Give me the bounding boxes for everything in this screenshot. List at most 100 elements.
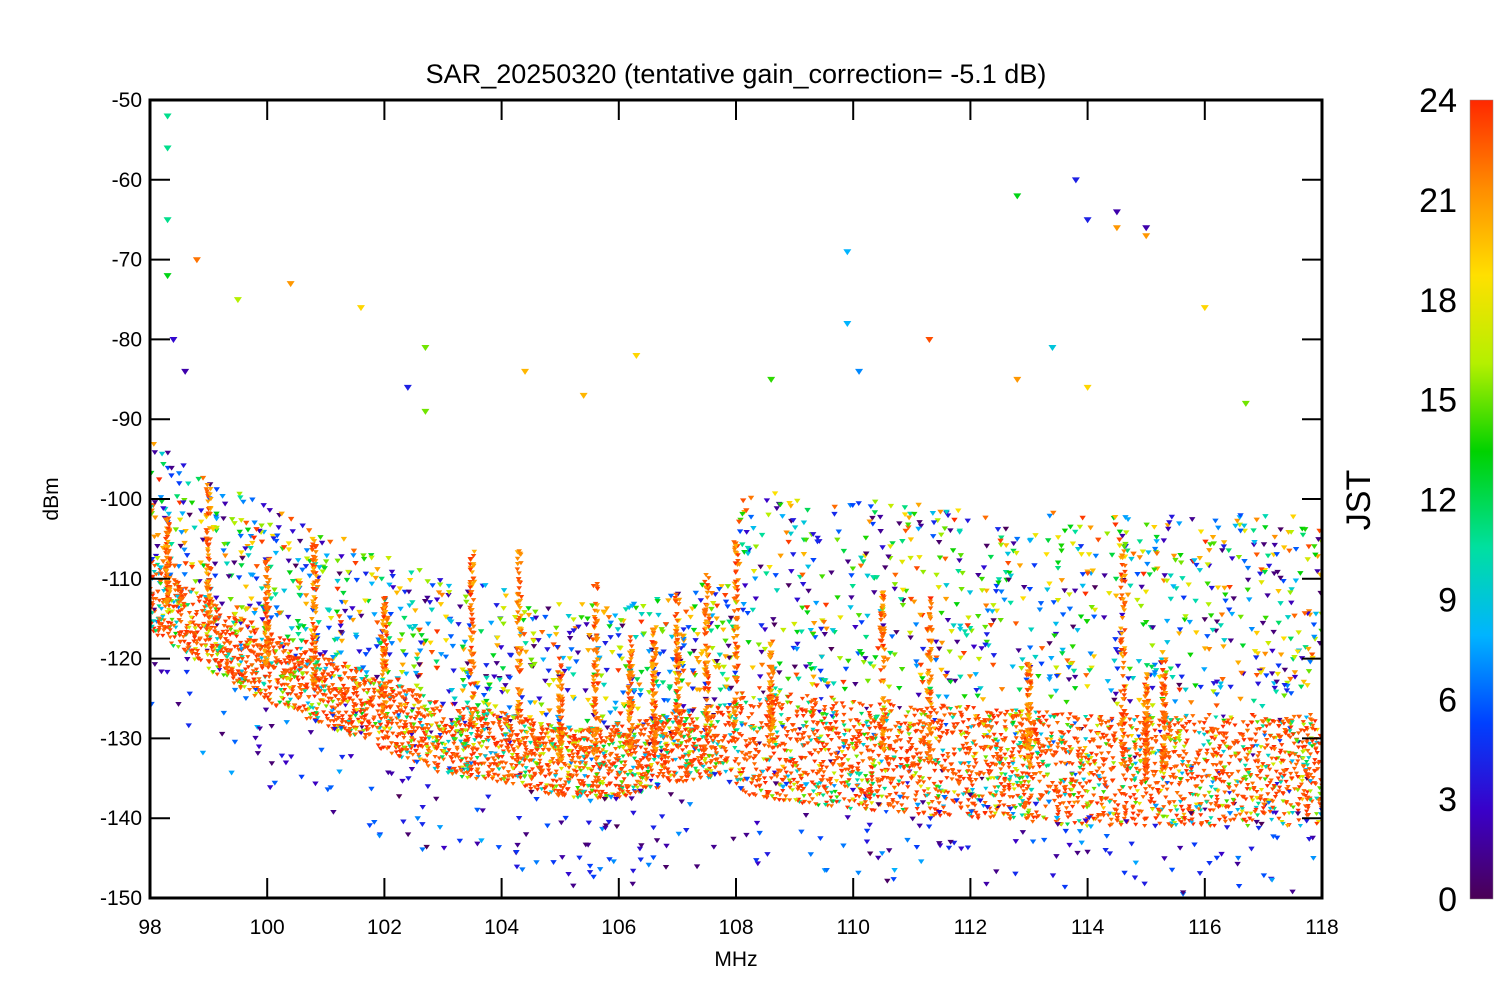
- data-point: [1133, 801, 1139, 805]
- data-point: [1062, 761, 1068, 766]
- data-point: [854, 729, 860, 734]
- data-point: [336, 674, 343, 679]
- data-point: [256, 653, 262, 658]
- data-point: [187, 630, 193, 635]
- data-point: [411, 703, 417, 708]
- data-point: [1199, 775, 1205, 780]
- data-point: [1036, 710, 1042, 715]
- data-point: [909, 745, 915, 750]
- data-point: [1260, 724, 1266, 729]
- data-point: [1233, 813, 1239, 818]
- data-point: [496, 745, 502, 750]
- data-point: [304, 671, 310, 676]
- data-point: [685, 733, 691, 738]
- data-point: [867, 713, 873, 718]
- data-point: [994, 807, 1000, 812]
- data-point: [685, 753, 692, 758]
- data-point: [1272, 795, 1278, 799]
- data-point: [1077, 781, 1083, 786]
- data-point: [593, 793, 599, 798]
- data-point: [596, 789, 602, 794]
- data-point: [327, 719, 333, 724]
- data-point: [1016, 776, 1023, 781]
- data-point: [1264, 774, 1270, 779]
- data-point: [998, 748, 1004, 753]
- data-point: [951, 752, 958, 757]
- data-point: [965, 704, 971, 709]
- data-point: [1178, 804, 1184, 809]
- data-point: [832, 789, 838, 794]
- data-point: [1251, 714, 1257, 719]
- data-point: [900, 792, 907, 797]
- data-point: [867, 796, 873, 801]
- data-point: [1065, 717, 1071, 722]
- data-point: [475, 727, 481, 731]
- data-point: [1311, 742, 1318, 747]
- data-point: [900, 808, 906, 812]
- data-point: [1278, 761, 1284, 765]
- data-point: [944, 732, 950, 736]
- data-point: [1067, 794, 1073, 799]
- data-point: [1142, 773, 1148, 778]
- data-point: [811, 732, 818, 737]
- data-point: [1024, 775, 1030, 780]
- data-point: [475, 762, 482, 767]
- data-point: [1037, 771, 1043, 775]
- data-point: [1061, 785, 1067, 790]
- data-point: [690, 777, 697, 782]
- data-point: [1175, 718, 1181, 723]
- data-point: [167, 628, 173, 633]
- data-point: [343, 710, 349, 715]
- data-point: [662, 747, 668, 752]
- data-point: [758, 721, 764, 726]
- data-point: [165, 631, 171, 636]
- data-point: [542, 745, 548, 750]
- data-point: [588, 757, 595, 762]
- data-point: [638, 745, 644, 750]
- data-point: [1143, 791, 1149, 796]
- data-point: [1064, 722, 1071, 727]
- data-point: [1091, 793, 1097, 798]
- data-point: [1020, 783, 1026, 788]
- data-point: [246, 687, 253, 692]
- data-point: [186, 610, 193, 615]
- data-point: [921, 780, 927, 785]
- data-point: [1167, 728, 1173, 733]
- data-point: [935, 794, 941, 799]
- data-point: [535, 765, 541, 770]
- data-point: [932, 758, 938, 763]
- data-point: [1264, 737, 1270, 742]
- data-point: [199, 609, 205, 614]
- data-point: [335, 729, 341, 733]
- data-point: [1028, 795, 1034, 800]
- data-point: [1010, 811, 1016, 816]
- data-point: [848, 707, 854, 712]
- data-point: [958, 729, 964, 734]
- data-point: [1094, 801, 1100, 806]
- data-point: [905, 710, 911, 715]
- data-point: [1300, 792, 1306, 797]
- data-point: [1201, 732, 1207, 737]
- data-point: [876, 761, 883, 766]
- data-point: [524, 755, 530, 760]
- data-point: [1157, 729, 1163, 734]
- data-point: [428, 730, 434, 735]
- data-point: [1254, 720, 1261, 725]
- data-point: [761, 794, 767, 799]
- data-point: [785, 729, 791, 734]
- data-point: [1316, 741, 1322, 746]
- data-point: [820, 774, 826, 779]
- data-point: [460, 748, 467, 753]
- data-point: [823, 765, 830, 770]
- data-point: [1131, 817, 1138, 822]
- data-point: [844, 805, 851, 810]
- data-point: [899, 803, 905, 808]
- data-point: [1177, 729, 1183, 734]
- data-point: [1016, 750, 1022, 755]
- data-point: [1021, 792, 1027, 797]
- data-point: [945, 752, 951, 756]
- data-point: [439, 720, 445, 725]
- data-point: [1188, 769, 1194, 774]
- data-point: [812, 697, 818, 702]
- data-point: [1100, 770, 1106, 775]
